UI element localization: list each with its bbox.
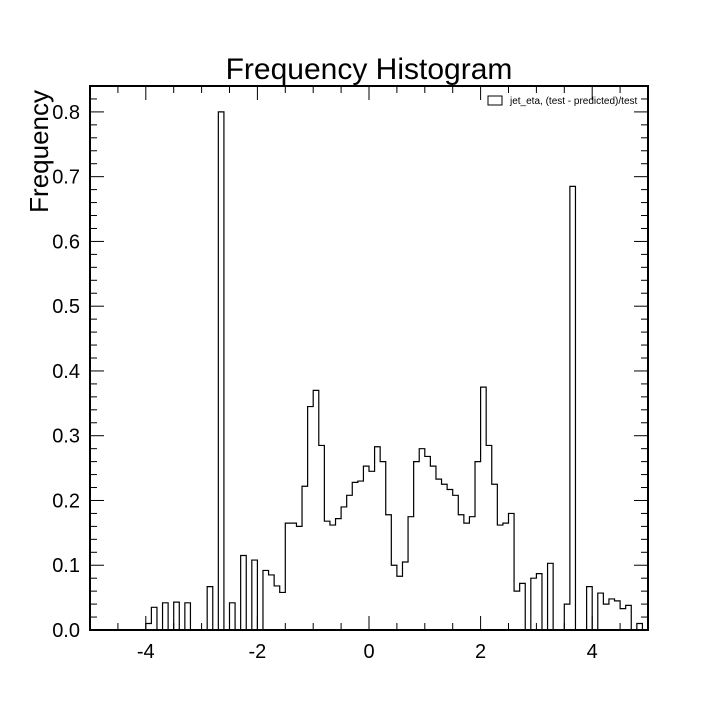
legend-swatch [487, 95, 503, 106]
legend-entry: jet_eta, (test - predicted)/test [509, 96, 638, 107]
plot-area: -4 -2 0 2 4 0.0 0.1 0.2 0.3 0.4 0.5 0.6 0.7 0.8 [52, 85, 649, 663]
y-tick-label: 0.1 [52, 555, 80, 577]
y-tick-label: 0.3 [52, 426, 80, 448]
histogram-outline [145, 111, 648, 631]
y-tick-label: 0.8 [52, 102, 80, 124]
chart-title: Frequency Histogram [226, 53, 513, 86]
y-tick-label: 0.2 [52, 490, 80, 512]
x-tick-label: -4 [137, 641, 155, 663]
plot-frame [89, 85, 649, 631]
y-axis-label: Frequency [24, 90, 54, 213]
legend: jet_eta, (test - predicted)/test [487, 95, 638, 107]
y-tick-label: 0.0 [52, 620, 80, 642]
y-tick-label: 0.4 [52, 361, 80, 383]
x-tick-label: 4 [587, 641, 598, 663]
y-tick-label: 0.7 [52, 167, 80, 189]
y-tick-label: 0.5 [52, 296, 80, 318]
x-tick-label: -2 [249, 641, 267, 663]
x-tick-label: 2 [475, 641, 486, 663]
x-tick-label: 0 [363, 641, 374, 663]
y-tick-label: 0.6 [52, 231, 80, 253]
